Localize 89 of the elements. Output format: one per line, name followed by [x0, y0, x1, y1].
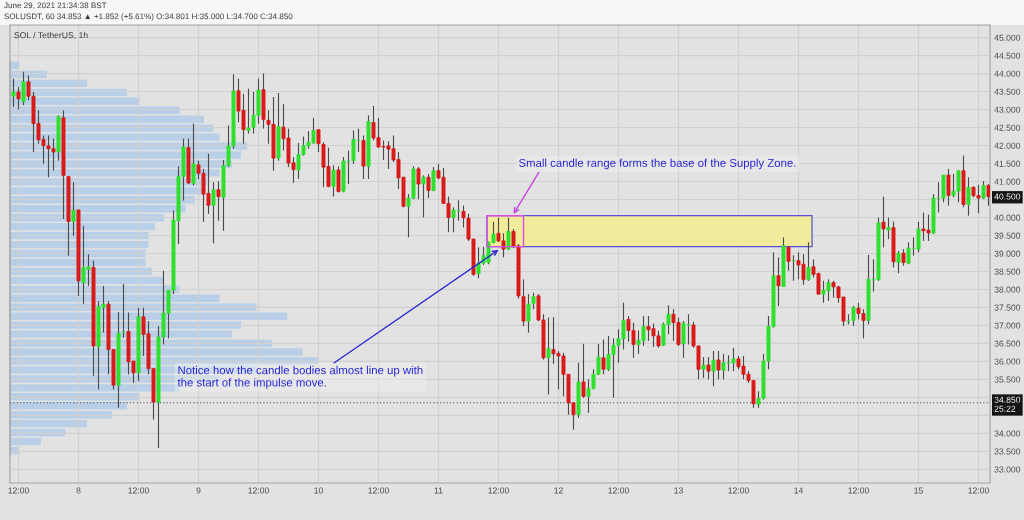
x-tick-label: 12:00 [848, 487, 869, 494]
candlestick [431, 166, 436, 192]
text: June 29, 2021 21:34:38 BST [4, 2, 107, 10]
candlestick [426, 173, 431, 199]
y-tick-label: 41.000 [994, 178, 1021, 185]
candlestick [681, 320, 686, 359]
candlestick [336, 165, 341, 193]
candlestick [506, 216, 511, 251]
candlestick [706, 356, 711, 380]
y-tick-label: 40.000 [994, 214, 1021, 221]
candlestick [721, 353, 726, 380]
candlestick [601, 338, 606, 375]
candlestick [701, 356, 706, 379]
candlestick [731, 347, 736, 372]
x-tick-label: 15 [914, 487, 923, 494]
candlestick [941, 174, 946, 203]
candlestick [886, 216, 891, 240]
candlestick [881, 196, 886, 248]
y-tick-label: 45.000 [994, 34, 1021, 41]
x-tick-label: 11 [434, 487, 443, 494]
candlestick [351, 129, 356, 165]
y-tick-label: 37.500 [994, 304, 1021, 311]
candlestick [966, 176, 971, 217]
y-tick-label: 43.500 [994, 88, 1021, 95]
candlestick [316, 129, 321, 153]
text: SOLUSDT, 60 34.853 ▲ +1.852 (+5.61%) O:34.801 H:35.000 L:34.700 C:34.850 [4, 13, 293, 21]
candlestick [786, 245, 791, 272]
candlestick [986, 183, 990, 207]
y-tick-label: 43.000 [994, 106, 1021, 113]
candlestick [71, 181, 76, 237]
x-tick-label: 12:00 [368, 487, 389, 494]
y-tick-label: 35.500 [994, 376, 1021, 383]
candlestick [896, 250, 901, 274]
candlestick [461, 205, 466, 229]
x-tick-label: 12:00 [968, 487, 989, 494]
candlestick [416, 166, 421, 200]
x-tick-label: 10 [314, 487, 323, 494]
ref-line-label: 34.850 25:22 [994, 396, 1021, 412]
y-tick-label: 33.000 [994, 466, 1021, 473]
y-tick-label: 38.000 [994, 286, 1021, 293]
x-tick-label: 9 [196, 487, 201, 494]
candlestick [946, 168, 951, 207]
y-tick-label: 34.000 [994, 430, 1021, 437]
y-tick-label: 38.500 [994, 268, 1021, 275]
candlestick [806, 241, 811, 282]
x-tick-label: 12:00 [608, 487, 629, 494]
x-tick-label: 12:00 [128, 487, 149, 494]
bar [10, 437, 41, 446]
y-tick-label: 36.000 [994, 358, 1021, 365]
annotation: Small candle range forms the base of the Supply Zone. [519, 158, 796, 170]
x-tick-label: 13 [674, 487, 683, 494]
text: SOL / TetherUS, 1h [14, 31, 88, 40]
y-tick-label: 42.500 [994, 124, 1021, 131]
x-tick-label: 12:00 [248, 487, 269, 494]
candlestick [421, 174, 426, 219]
x-tick-label: 12:00 [728, 487, 749, 494]
candlestick [851, 305, 856, 327]
candlestick [16, 86, 21, 111]
y-tick-label: 36.500 [994, 340, 1021, 347]
text: 40.500 [994, 193, 1021, 200]
y-tick-label: 33.500 [994, 448, 1021, 455]
x-tick-label: 12:00 [488, 487, 509, 494]
y-tick-label: 41.500 [994, 160, 1021, 167]
candlestick [526, 293, 531, 334]
candlestick [546, 316, 551, 396]
candlestick [331, 164, 336, 198]
candlestick [916, 221, 921, 253]
x-tick-label: 12:00 [8, 487, 29, 494]
x-tick-label: 14 [794, 487, 804, 494]
candlestick [711, 350, 716, 387]
candlestick [191, 123, 196, 187]
x-tick-label: 8 [76, 487, 81, 494]
y-tick-label: 39.000 [994, 250, 1021, 257]
candlestick [11, 78, 16, 108]
candlestick [216, 180, 221, 222]
y-tick-label: 39.500 [994, 232, 1021, 239]
annotation: Notice how the candle bodies almost line up with the start of the impulse move. [177, 365, 423, 389]
y-tick-label: 37.000 [994, 322, 1021, 329]
y-tick-label: 42.000 [994, 142, 1021, 149]
bar [10, 419, 87, 428]
y-tick-label: 44.500 [994, 52, 1021, 59]
candlestick [211, 181, 216, 244]
candlestick [776, 256, 781, 307]
x-tick-label: 12 [554, 487, 563, 494]
candlestick [716, 350, 721, 380]
candlestick [581, 343, 586, 399]
candlestick [21, 71, 26, 106]
y-tick-label: 44.000 [994, 70, 1021, 77]
candlestick [451, 206, 456, 233]
